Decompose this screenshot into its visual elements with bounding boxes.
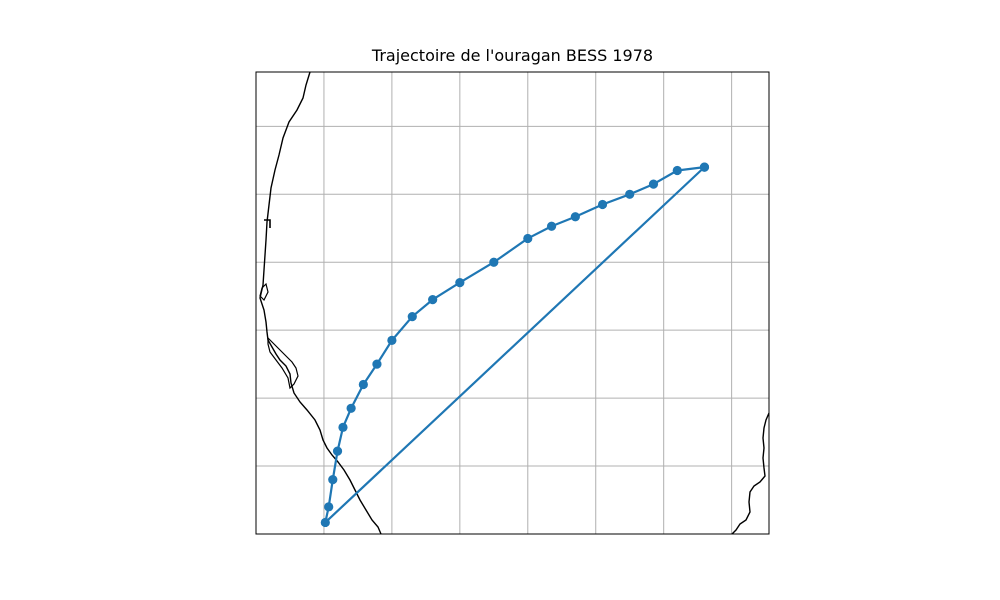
gridlines [256,72,769,534]
coastline-jetty [264,219,271,228]
track-point [523,233,533,244]
track-point [358,379,368,390]
hurricane-track-line [324,166,706,524]
track-point [387,335,397,345]
plot-frame [255,71,770,535]
coastline-peninsula [267,336,299,390]
coastline-east [731,412,770,535]
track-point [597,199,608,210]
track-point [546,221,557,231]
track-point [346,403,356,413]
track-point [648,179,659,189]
track-point [324,502,334,512]
track-point [625,189,635,199]
track-point [332,446,343,456]
track-point [570,212,580,222]
track-point [407,311,417,322]
coastlines [259,71,770,535]
track-point [428,295,438,305]
coastline-inlet [259,282,269,302]
track-point [338,422,348,432]
coastline-west [259,71,382,535]
track-point [672,165,682,176]
track-point [455,278,465,288]
track-point [699,162,710,172]
chart-title: Trajectoire de l'ouragan BESS 1978 [371,46,654,65]
track-layer [320,162,710,528]
track-point [328,475,338,485]
track-point [320,517,330,528]
track-point [489,257,499,267]
track-point [372,359,382,369]
